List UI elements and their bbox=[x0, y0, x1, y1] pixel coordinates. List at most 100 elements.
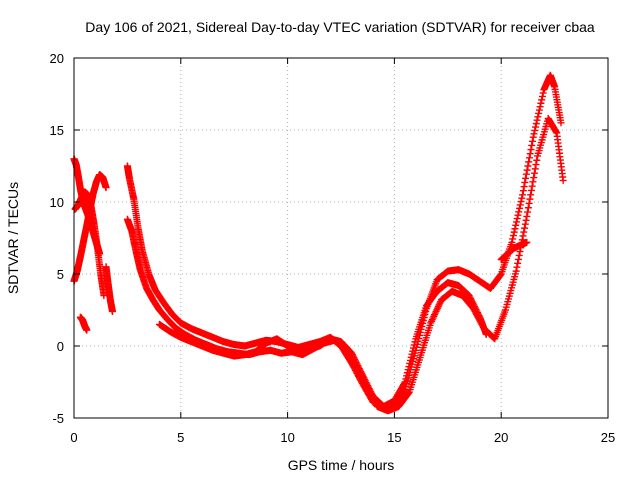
data-point-marker bbox=[351, 357, 359, 365]
data-point-marker bbox=[526, 195, 534, 203]
data-point-marker bbox=[350, 354, 358, 362]
x-axis-label: GPS time / hours bbox=[288, 457, 395, 473]
plot-frame bbox=[73, 57, 609, 419]
data-point-marker bbox=[358, 371, 366, 379]
data-point-marker bbox=[530, 174, 538, 182]
data-point-marker bbox=[509, 232, 517, 240]
data-point-marker bbox=[526, 150, 534, 158]
data-point-marker bbox=[529, 178, 537, 186]
data-point-marker bbox=[471, 304, 479, 312]
data-point-marker bbox=[532, 161, 540, 169]
data-point-marker bbox=[515, 208, 523, 216]
data-point-marker bbox=[352, 358, 360, 366]
y-tick-label: 0 bbox=[57, 339, 64, 354]
data-point-marker bbox=[404, 366, 412, 374]
data-point-marker bbox=[522, 170, 530, 178]
x-tick-label: 0 bbox=[70, 430, 77, 445]
x-tick-label: 10 bbox=[280, 430, 294, 445]
data-point-marker bbox=[403, 369, 411, 377]
data-point-marker bbox=[470, 301, 478, 309]
data-point-marker bbox=[528, 141, 536, 149]
data-point-marker bbox=[535, 109, 543, 117]
data-point-marker bbox=[535, 106, 543, 114]
data-point-marker bbox=[474, 310, 482, 318]
data-point-marker bbox=[527, 186, 535, 194]
data-point-marker bbox=[529, 133, 537, 141]
data-point-marker bbox=[482, 330, 490, 338]
data-point-marker bbox=[356, 366, 364, 374]
data-point-marker bbox=[521, 178, 529, 186]
data-point-marker bbox=[401, 378, 409, 386]
data-point-marker bbox=[102, 184, 110, 192]
data-point-marker bbox=[405, 363, 413, 371]
data-point-marker bbox=[515, 251, 523, 259]
data-point-marker bbox=[520, 228, 528, 236]
data-point-marker bbox=[524, 204, 532, 212]
data-point-marker bbox=[531, 126, 539, 134]
data-point-marker bbox=[536, 103, 544, 111]
data-point-marker bbox=[532, 120, 540, 128]
data-point-marker bbox=[360, 374, 368, 382]
data-point-marker bbox=[512, 221, 520, 229]
data-point-marker bbox=[517, 198, 525, 206]
data-point-marker bbox=[520, 183, 528, 191]
data-point-marker bbox=[409, 344, 417, 352]
y-tick-label: 20 bbox=[50, 51, 64, 66]
data-point-marker bbox=[472, 305, 480, 313]
data-point-marker bbox=[363, 380, 371, 388]
data-point-marker bbox=[518, 194, 526, 202]
axis-ticks: 0 5 10 15 20 25 -5 0 5 10 15 20 bbox=[50, 51, 616, 445]
data-point-marker bbox=[519, 191, 527, 199]
data-point-marker bbox=[348, 349, 356, 357]
data-point-marker bbox=[353, 360, 361, 368]
data-point-marker bbox=[534, 113, 542, 121]
data-point-marker bbox=[354, 362, 362, 370]
data-point-marker bbox=[525, 154, 533, 162]
data-point-marker bbox=[513, 263, 521, 271]
data-point-marker bbox=[366, 386, 374, 394]
data-point-marker bbox=[521, 220, 529, 228]
plot-area bbox=[74, 58, 608, 418]
data-point-marker bbox=[468, 298, 476, 306]
data-point-marker bbox=[512, 218, 520, 226]
data-point-marker bbox=[525, 158, 533, 166]
data-point-marker bbox=[528, 137, 536, 145]
data-point-marker bbox=[538, 96, 546, 104]
data-points bbox=[70, 71, 567, 415]
data-point-marker bbox=[364, 382, 372, 390]
data-point-marker bbox=[469, 299, 477, 307]
data-point-marker bbox=[358, 369, 366, 377]
data-point-marker bbox=[521, 224, 529, 232]
data-point-marker bbox=[522, 216, 530, 224]
data-point-marker bbox=[523, 238, 531, 246]
data-point-marker bbox=[411, 338, 419, 346]
data-point-marker bbox=[511, 225, 519, 233]
data-point-marker bbox=[408, 350, 416, 358]
y-tick-label: 15 bbox=[50, 123, 64, 138]
data-point-marker bbox=[348, 351, 356, 359]
data-point-marker bbox=[523, 212, 531, 220]
data-point-marker bbox=[407, 353, 415, 361]
data-point-marker bbox=[514, 211, 522, 219]
x-tick-label: 5 bbox=[177, 430, 184, 445]
data-point-marker bbox=[523, 166, 531, 174]
data-point-marker bbox=[400, 379, 408, 387]
data-point-marker bbox=[513, 215, 521, 223]
data-point-marker bbox=[522, 174, 530, 182]
x-tick-label: 20 bbox=[494, 430, 508, 445]
chart-title: Day 106 of 2021, Sidereal Day-to-day VTE… bbox=[85, 19, 595, 35]
data-point-marker bbox=[359, 372, 367, 380]
data-point-marker bbox=[368, 389, 376, 397]
data-point-marker bbox=[524, 162, 532, 170]
y-tick-label: -5 bbox=[52, 411, 64, 426]
data-point-marker bbox=[508, 238, 516, 246]
data-point-marker bbox=[108, 307, 116, 315]
y-axis-label: SDTVAR / TECUs bbox=[5, 182, 21, 294]
data-point-marker bbox=[473, 307, 481, 315]
data-point-marker bbox=[361, 377, 369, 385]
data-point-marker bbox=[516, 201, 524, 209]
data-point-marker bbox=[367, 388, 375, 396]
data-point-marker bbox=[471, 302, 478, 310]
data-point-marker bbox=[530, 169, 538, 177]
